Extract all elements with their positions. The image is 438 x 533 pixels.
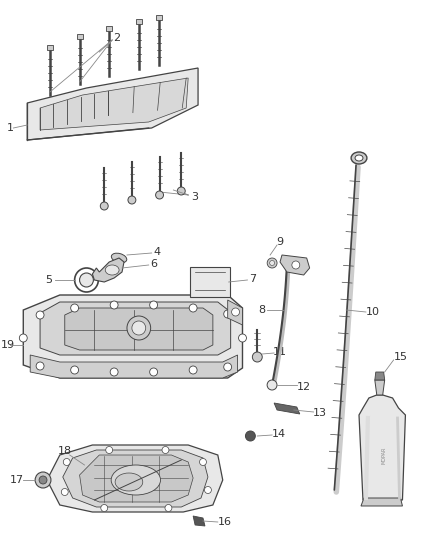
Circle shape — [71, 304, 78, 312]
Polygon shape — [92, 258, 124, 282]
FancyBboxPatch shape — [190, 267, 230, 297]
FancyBboxPatch shape — [106, 26, 112, 31]
Polygon shape — [375, 380, 385, 395]
Polygon shape — [40, 78, 188, 130]
Circle shape — [39, 476, 47, 484]
Circle shape — [189, 304, 197, 312]
Text: 17: 17 — [11, 475, 25, 485]
Polygon shape — [27, 68, 198, 140]
Circle shape — [267, 380, 277, 390]
Polygon shape — [40, 302, 231, 355]
Circle shape — [101, 505, 108, 512]
Text: 19: 19 — [0, 340, 14, 350]
Ellipse shape — [351, 152, 367, 164]
Circle shape — [36, 362, 44, 370]
Circle shape — [61, 489, 68, 496]
Text: 8: 8 — [259, 305, 266, 315]
Circle shape — [36, 311, 44, 319]
Polygon shape — [193, 516, 205, 526]
Circle shape — [292, 261, 300, 269]
Circle shape — [189, 366, 197, 374]
Circle shape — [245, 431, 255, 441]
Circle shape — [270, 261, 275, 265]
Text: 7: 7 — [249, 274, 256, 284]
Text: 9: 9 — [276, 237, 283, 247]
Circle shape — [19, 334, 27, 342]
Circle shape — [224, 310, 232, 318]
Text: 15: 15 — [393, 352, 407, 362]
Circle shape — [155, 191, 163, 199]
Circle shape — [224, 363, 232, 371]
Circle shape — [128, 196, 136, 204]
Polygon shape — [361, 498, 403, 506]
Text: 13: 13 — [312, 408, 326, 418]
Circle shape — [35, 472, 51, 488]
Circle shape — [127, 316, 151, 340]
Text: 2: 2 — [113, 33, 120, 43]
Text: 10: 10 — [366, 307, 380, 317]
Text: 3: 3 — [191, 192, 198, 202]
FancyBboxPatch shape — [136, 19, 142, 24]
FancyBboxPatch shape — [47, 45, 53, 50]
Circle shape — [150, 368, 158, 376]
FancyBboxPatch shape — [155, 15, 162, 20]
Polygon shape — [23, 295, 243, 378]
Ellipse shape — [105, 265, 119, 275]
Text: 14: 14 — [272, 429, 286, 439]
Polygon shape — [359, 395, 406, 500]
Ellipse shape — [115, 473, 143, 491]
Text: 4: 4 — [153, 247, 160, 257]
Circle shape — [63, 458, 70, 465]
Text: 11: 11 — [273, 347, 287, 357]
Circle shape — [80, 273, 93, 287]
Circle shape — [205, 487, 212, 494]
Polygon shape — [375, 372, 385, 380]
Circle shape — [150, 301, 158, 309]
Polygon shape — [280, 255, 310, 275]
Polygon shape — [63, 450, 208, 507]
Circle shape — [74, 268, 98, 292]
Circle shape — [106, 447, 113, 454]
Circle shape — [239, 334, 247, 342]
Text: 6: 6 — [150, 259, 157, 269]
Circle shape — [252, 352, 262, 362]
Polygon shape — [47, 445, 223, 512]
Ellipse shape — [111, 465, 161, 495]
Ellipse shape — [111, 253, 127, 263]
Circle shape — [267, 258, 277, 268]
Circle shape — [71, 366, 78, 374]
Text: MOPAR: MOPAR — [381, 446, 386, 464]
Circle shape — [200, 458, 206, 465]
Text: 12: 12 — [297, 382, 311, 392]
Text: 18: 18 — [58, 446, 72, 456]
Text: 1: 1 — [7, 123, 14, 133]
Circle shape — [110, 301, 118, 309]
Text: 16: 16 — [218, 517, 232, 527]
Polygon shape — [228, 300, 243, 325]
Ellipse shape — [355, 155, 363, 161]
Circle shape — [162, 447, 169, 454]
Circle shape — [100, 202, 108, 210]
Circle shape — [177, 187, 185, 195]
Polygon shape — [65, 308, 213, 350]
Polygon shape — [80, 455, 193, 502]
Polygon shape — [274, 403, 300, 414]
Circle shape — [165, 505, 172, 512]
Text: 5: 5 — [46, 275, 53, 285]
Polygon shape — [30, 355, 237, 378]
Circle shape — [232, 308, 240, 316]
Circle shape — [110, 368, 118, 376]
Circle shape — [132, 321, 146, 335]
FancyBboxPatch shape — [77, 34, 82, 39]
